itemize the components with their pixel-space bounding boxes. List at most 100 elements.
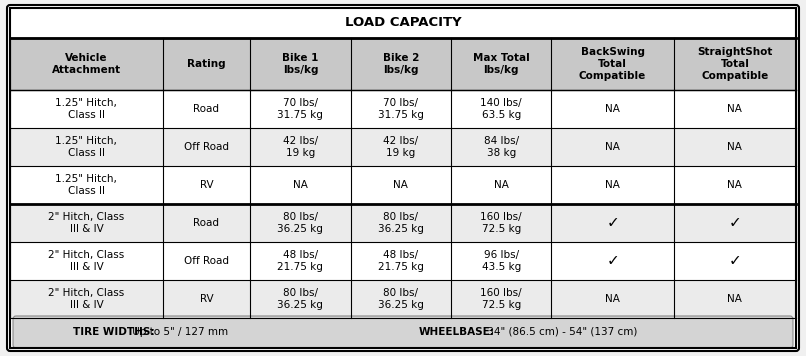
Bar (351, 38, 451, 90)
Text: NA: NA (605, 294, 620, 304)
Text: StraightShot
Total
Compatible: StraightShot Total Compatible (697, 47, 773, 80)
Text: 70 lbs/
31.75 kg: 70 lbs/ 31.75 kg (277, 98, 323, 120)
Bar (163, 128, 250, 166)
Text: ✓: ✓ (606, 215, 619, 230)
Bar (551, 38, 674, 90)
Text: NA: NA (605, 180, 620, 190)
Bar (163, 166, 250, 204)
Bar (351, 242, 451, 280)
Text: Bike 2
lbs/kg: Bike 2 lbs/kg (383, 53, 419, 75)
Text: ✓: ✓ (606, 253, 619, 268)
Bar (163, 204, 250, 242)
Bar (10, 128, 163, 166)
Bar (551, 242, 674, 280)
Bar (250, 204, 351, 242)
Text: 42 lbs/
19 kg: 42 lbs/ 19 kg (384, 136, 418, 158)
Bar (351, 128, 451, 166)
Bar (451, 128, 551, 166)
Text: TIRE WIDTHS:: TIRE WIDTHS: (73, 327, 155, 337)
Text: NA: NA (605, 104, 620, 114)
Text: Road: Road (193, 104, 219, 114)
Text: Vehicle
Attachment: Vehicle Attachment (52, 53, 121, 75)
Bar (551, 280, 674, 318)
Text: 1.25" Hitch,
Class II: 1.25" Hitch, Class II (56, 98, 118, 120)
Bar (451, 90, 551, 128)
Bar (250, 280, 351, 318)
Bar (163, 90, 250, 128)
Text: 80 lbs/
36.25 kg: 80 lbs/ 36.25 kg (378, 288, 424, 310)
Text: BackSwing
Total
Compatible: BackSwing Total Compatible (579, 47, 646, 80)
Text: 80 lbs/
36.25 kg: 80 lbs/ 36.25 kg (277, 288, 323, 310)
Text: Off Road: Off Road (184, 256, 229, 266)
Bar (163, 242, 250, 280)
Text: NA: NA (293, 180, 308, 190)
Bar (250, 128, 351, 166)
Text: RV: RV (200, 180, 214, 190)
Bar (674, 204, 796, 242)
Bar (451, 166, 551, 204)
Text: 2" Hitch, Class
III & IV: 2" Hitch, Class III & IV (48, 212, 125, 234)
Text: NA: NA (728, 180, 742, 190)
Bar (551, 90, 674, 128)
Bar (250, 90, 351, 128)
FancyBboxPatch shape (7, 5, 799, 351)
Text: 2" Hitch, Class
III & IV: 2" Hitch, Class III & IV (48, 250, 125, 272)
Text: 160 lbs/
72.5 kg: 160 lbs/ 72.5 kg (480, 288, 522, 310)
Text: 42 lbs/
19 kg: 42 lbs/ 19 kg (283, 136, 318, 158)
Bar (674, 280, 796, 318)
Text: 80 lbs/
36.25 kg: 80 lbs/ 36.25 kg (277, 212, 323, 234)
Text: NA: NA (605, 142, 620, 152)
Bar (674, 166, 796, 204)
Text: ✓: ✓ (729, 253, 742, 268)
Bar (10, 280, 163, 318)
Bar (351, 166, 451, 204)
Bar (10, 8, 796, 38)
Text: 34" (86.5 cm) - 54" (137 cm): 34" (86.5 cm) - 54" (137 cm) (484, 327, 637, 337)
Text: Max Total
lbs/kg: Max Total lbs/kg (473, 53, 530, 75)
Bar (451, 280, 551, 318)
Bar (10, 90, 163, 128)
Bar (351, 204, 451, 242)
Text: RV: RV (200, 294, 214, 304)
Text: 140 lbs/
63.5 kg: 140 lbs/ 63.5 kg (480, 98, 522, 120)
Bar (674, 242, 796, 280)
Text: 80 lbs/
36.25 kg: 80 lbs/ 36.25 kg (378, 212, 424, 234)
Bar (674, 90, 796, 128)
Bar (10, 242, 163, 280)
Bar (551, 166, 674, 204)
Bar (451, 242, 551, 280)
Bar (351, 90, 451, 128)
Bar (451, 204, 551, 242)
Text: 48 lbs/
21.75 kg: 48 lbs/ 21.75 kg (378, 250, 424, 272)
Text: NA: NA (728, 294, 742, 304)
FancyBboxPatch shape (13, 316, 793, 348)
Text: 96 lbs/
43.5 kg: 96 lbs/ 43.5 kg (482, 250, 521, 272)
Text: 84 lbs/
38 kg: 84 lbs/ 38 kg (484, 136, 519, 158)
Text: 1.25" Hitch,
Class II: 1.25" Hitch, Class II (56, 174, 118, 196)
Text: WHEELBASE:: WHEELBASE: (419, 327, 495, 337)
Bar (551, 128, 674, 166)
Text: NA: NA (728, 104, 742, 114)
Text: Rating: Rating (187, 59, 226, 69)
Text: Off Road: Off Road (184, 142, 229, 152)
Text: Road: Road (193, 218, 219, 228)
Text: 48 lbs/
21.75 kg: 48 lbs/ 21.75 kg (277, 250, 323, 272)
Text: 1.25" Hitch,
Class II: 1.25" Hitch, Class II (56, 136, 118, 158)
Text: 2" Hitch, Class
III & IV: 2" Hitch, Class III & IV (48, 288, 125, 310)
Bar (10, 204, 163, 242)
Bar (250, 38, 351, 90)
Bar (451, 38, 551, 90)
Text: Up to 5" / 127 mm: Up to 5" / 127 mm (129, 327, 228, 337)
Text: NA: NA (494, 180, 509, 190)
Text: LOAD CAPACITY: LOAD CAPACITY (345, 16, 461, 30)
Bar (551, 204, 674, 242)
Bar (674, 128, 796, 166)
Text: Bike 1
lbs/kg: Bike 1 lbs/kg (282, 53, 318, 75)
Bar (163, 38, 250, 90)
Text: NA: NA (393, 180, 409, 190)
Bar (351, 280, 451, 318)
Bar (250, 166, 351, 204)
Bar (163, 280, 250, 318)
Bar (674, 38, 796, 90)
Text: ✓: ✓ (729, 215, 742, 230)
